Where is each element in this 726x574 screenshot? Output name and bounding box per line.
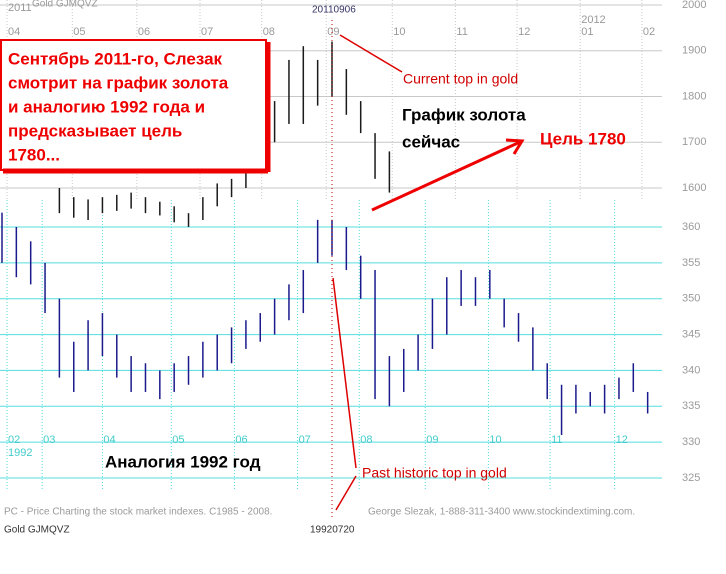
y-tick-label: 335 [682, 400, 700, 412]
x-tick-label: 10 [489, 434, 501, 446]
year-label: 2011 [8, 2, 32, 14]
y-tick-label: 1600 [682, 182, 706, 194]
box-line: 1780... [8, 145, 60, 164]
x-tick-label: 07 [299, 434, 311, 446]
x-tick-label: 11 [551, 434, 562, 446]
arrow [332, 277, 357, 469]
x-tick-label: 07 [201, 26, 213, 38]
date-label: 20110906 [312, 5, 356, 16]
x-tick-label: 02 [643, 26, 655, 38]
target-label: Цель 1780 [540, 129, 626, 148]
y-tick-label: 345 [682, 328, 700, 340]
x-tick-label: 04 [103, 434, 115, 446]
now-label: сейчас [402, 132, 460, 151]
box-line: Сентябрь 2011-го, Слезак [8, 49, 223, 68]
bars [1, 41, 649, 435]
y-tick-label: 2000 [682, 0, 706, 11]
x-tick-label: 12 [518, 26, 530, 38]
footer-right: George Slezak, 1-888-311-3400 www.stocki… [368, 507, 635, 518]
x-tick-label: 09 [426, 434, 438, 446]
ticker: Gold GJMQVZ [4, 525, 70, 536]
x-tick-label: 08 [263, 26, 275, 38]
x-tick-label: 01 [581, 26, 593, 38]
box-line: и аналогию 1992 года и [8, 97, 205, 116]
footer-left: PC - Price Charting the stock market ind… [4, 507, 272, 518]
box-text: Сентябрь 2011-го, Слезак смотрит на графи… [8, 49, 229, 164]
analogy-label: Аналогия 1992 год [105, 452, 261, 471]
x-tick-label: 09 [327, 26, 339, 38]
x-tick-label: 10 [393, 26, 405, 38]
y-tick-label: 360 [682, 221, 700, 233]
x-tick-label: 06 [235, 434, 247, 446]
arrow [339, 34, 403, 73]
y-tick-label: 355 [682, 257, 700, 269]
y-tick-label: 340 [682, 364, 700, 376]
date-label: 19920720 [310, 525, 355, 536]
y-tick-label: 1900 [682, 45, 706, 57]
x-tick-label: 12 [616, 434, 628, 446]
x-tick-label: 06 [138, 26, 150, 38]
y-tick-label: 325 [682, 472, 700, 484]
now-label: График золота [402, 105, 526, 124]
ticker: Gold GJMQVZ [32, 0, 98, 10]
arrowhead [505, 138, 525, 155]
box-line: предсказывает цель [8, 121, 182, 140]
arrow [371, 140, 521, 212]
x-tick-label: 04 [8, 26, 20, 38]
current-top-label: Current top in gold [403, 71, 518, 87]
arrow [335, 475, 357, 511]
x-tick-label: 11 [456, 26, 467, 38]
x-tick-label: 02 [8, 434, 20, 446]
year-label: 2012 [581, 14, 605, 26]
y-tick-label: 1800 [682, 90, 706, 102]
x-tick-label: 05 [172, 434, 184, 446]
x-tick-label: 05 [73, 26, 85, 38]
box-line: смотрит на график золота [8, 73, 229, 92]
year-label: 1992 [8, 447, 32, 459]
past-top-label: Past historic top in gold [362, 465, 507, 481]
y-tick-label: 330 [682, 436, 700, 448]
x-tick-label: 03 [43, 434, 55, 446]
y-tick-label: 350 [682, 293, 700, 305]
y-tick-label: 1700 [682, 136, 706, 148]
x-tick-label: 08 [360, 434, 372, 446]
